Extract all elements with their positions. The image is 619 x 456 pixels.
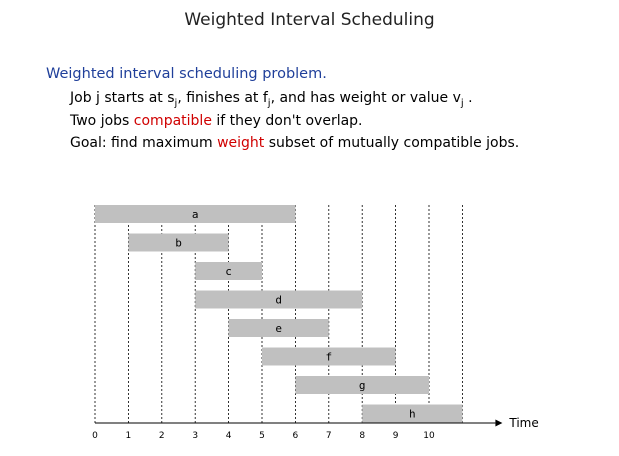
subscript-v: j bbox=[460, 97, 464, 109]
definition-text-2: , finishes at f bbox=[177, 90, 268, 106]
tick-label: 9 bbox=[393, 431, 399, 441]
definition-line: Job j starts at sj, finishes at fj, and … bbox=[70, 90, 473, 109]
definition-text-3: , and has weight or value v bbox=[270, 90, 461, 106]
problem-heading: Weighted interval scheduling problem. bbox=[46, 66, 327, 82]
tick-label: 5 bbox=[259, 431, 265, 441]
subscript-s: j bbox=[174, 97, 178, 109]
job-label-f: f bbox=[325, 351, 332, 364]
job-bar-a bbox=[95, 205, 296, 223]
job-label-e: e bbox=[275, 322, 282, 335]
compatible-text-1: Two jobs bbox=[70, 113, 134, 129]
goal-line: Goal: find maximum weight subset of mutu… bbox=[70, 135, 519, 151]
axis-arrow-icon bbox=[495, 419, 503, 427]
subscript-f: j bbox=[267, 97, 271, 109]
tick-label: 4 bbox=[226, 431, 232, 441]
job-bar-d bbox=[195, 290, 363, 309]
job-bar-e bbox=[228, 319, 329, 337]
slide-title: Weighted Interval Scheduling bbox=[184, 10, 435, 30]
tick-label: 2 bbox=[159, 431, 165, 441]
goal-keyword: weight bbox=[217, 135, 265, 151]
definition-text-4: . bbox=[463, 90, 473, 106]
tick-label: 0 bbox=[92, 431, 98, 441]
job-label-a: a bbox=[192, 208, 199, 221]
job-bar-b bbox=[128, 233, 229, 252]
compatible-keyword: compatible bbox=[133, 113, 212, 129]
job-label-d: d bbox=[275, 294, 282, 307]
tick-label: 6 bbox=[293, 431, 299, 441]
job-bar-c bbox=[195, 262, 262, 280]
definition-text-1: Job j starts at s bbox=[70, 90, 175, 106]
job-label-b: b bbox=[175, 237, 182, 250]
job-label-c: c bbox=[225, 265, 232, 278]
axis-label: Time bbox=[508, 416, 538, 430]
job-label-h: h bbox=[409, 408, 416, 421]
tick-label: 1 bbox=[126, 431, 132, 441]
job-bar-f bbox=[262, 347, 396, 366]
tick-label: 8 bbox=[359, 431, 365, 441]
job-label-g: g bbox=[359, 379, 366, 392]
compatible-line: Two jobs compatible if they don't overla… bbox=[70, 113, 363, 129]
job-bar-h bbox=[362, 404, 463, 423]
tick-label: 10 bbox=[423, 431, 435, 441]
tick-label: 3 bbox=[192, 431, 198, 441]
goal-text-1: Goal: find maximum bbox=[70, 135, 218, 151]
compatible-text-2: if they don't overlap. bbox=[211, 113, 363, 129]
job-bar-g bbox=[295, 376, 429, 394]
tick-label: 7 bbox=[326, 431, 332, 441]
goal-text-2: subset of mutually compatible jobs. bbox=[264, 135, 520, 151]
